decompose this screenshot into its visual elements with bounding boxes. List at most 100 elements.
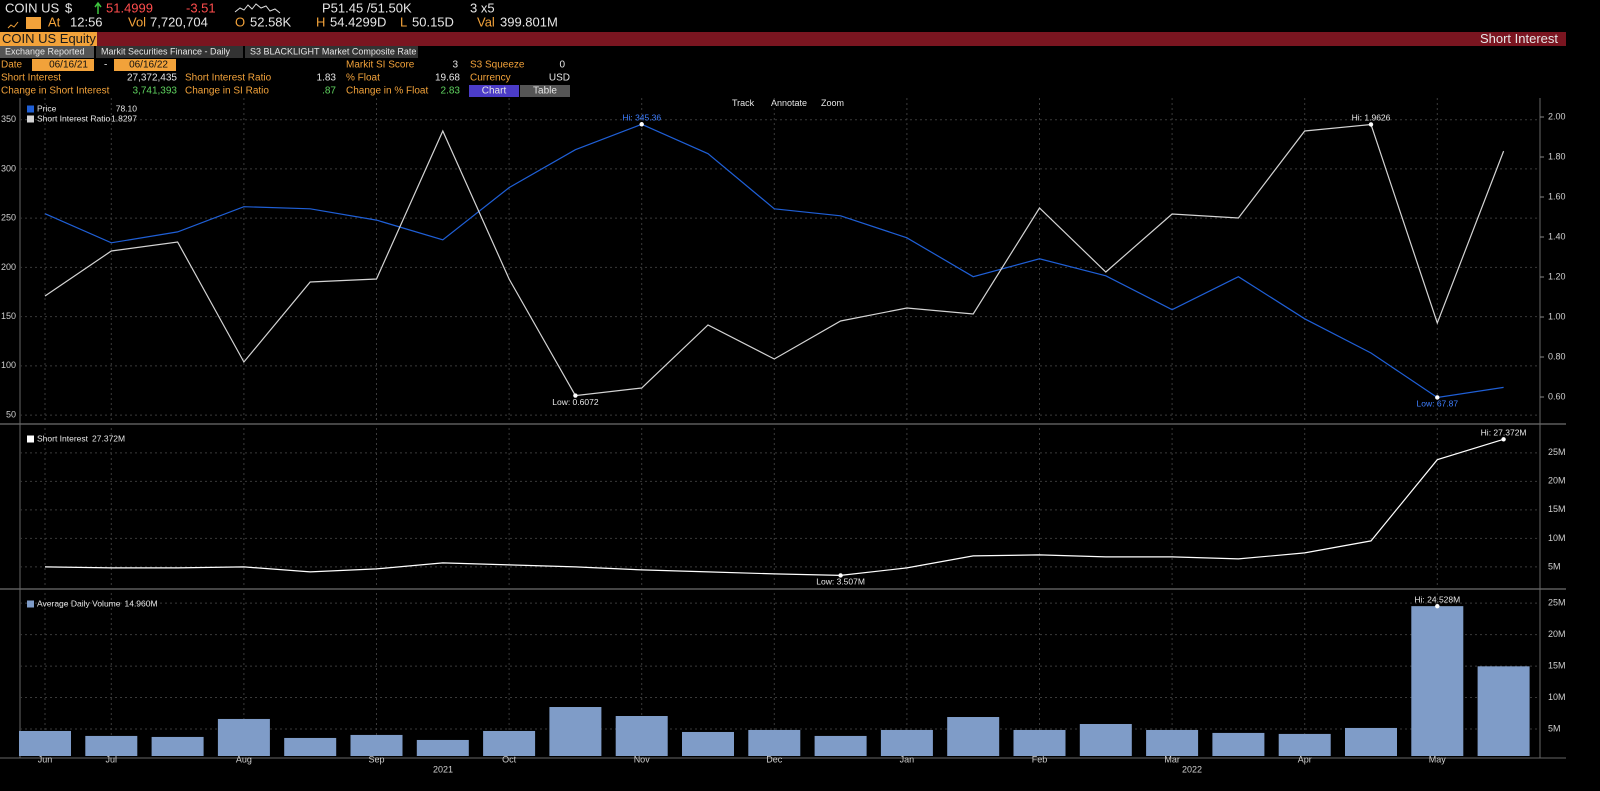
bar — [947, 717, 1000, 756]
y-tick-label: 20M — [1548, 629, 1566, 639]
zoom-tool[interactable]: Zoom — [821, 98, 844, 108]
y-tick-label: 10M — [1548, 533, 1566, 543]
extreme-label: Low: 0.6072 — [552, 397, 599, 407]
bar — [1013, 729, 1066, 756]
tab-label: Markit Securities Finance - Daily — [101, 46, 231, 56]
stats: Markit SI Score 3 S3 Squeeze 0 Short Interes… — [1, 60, 570, 97]
bar — [151, 736, 204, 756]
extreme-label: Low: 3.507M — [816, 577, 865, 587]
x-tick-label: May — [1429, 754, 1447, 764]
track-tool[interactable]: Track — [732, 98, 755, 108]
tabs: Exchange Reported Markit Securities Finan… — [0, 46, 418, 58]
security-box[interactable] — [0, 32, 97, 46]
news-icon[interactable] — [26, 17, 41, 29]
last-price: 51.4999 — [106, 0, 153, 15]
mini-chart-icon — [7, 21, 19, 29]
quote-row: At 12:56 Vol 7,720,704 O 52.58K H 54.4299D L 50.1… — [48, 14, 558, 29]
x-tick-label: Apr — [1298, 754, 1312, 764]
stat-label: Currency — [470, 73, 511, 84]
tab[interactable] — [96, 46, 243, 58]
currency: $ — [65, 0, 73, 15]
stat-label: Markit SI Score — [346, 60, 415, 71]
y2-tick-label: 0.80 — [1548, 351, 1566, 361]
end-date-box[interactable] — [114, 59, 176, 71]
year-label: 2022 — [1182, 764, 1202, 774]
extreme-marker — [1368, 122, 1374, 127]
stat-label: Short Interest Ratio — [185, 73, 272, 84]
legend-swatch — [27, 435, 34, 443]
chart-button[interactable] — [469, 85, 519, 97]
security: COIN US Equity — [2, 31, 96, 46]
tab-label: S3 BLACKLIGHT Market Composite Rate — [250, 46, 416, 56]
bar — [1345, 727, 1397, 756]
quote-label: At — [48, 14, 61, 29]
legend-value: 1.8297 — [111, 113, 137, 123]
table-button-label: Table — [533, 86, 557, 97]
legend-swatch — [27, 105, 34, 113]
bid-ask: P51.45 /51.50K — [322, 0, 412, 15]
bar — [416, 739, 469, 756]
bar — [217, 718, 270, 756]
y-tick-label: 15M — [1548, 660, 1566, 670]
y-tick-label: 300 — [1, 163, 16, 173]
y2-tick-label: 2.00 — [1548, 111, 1566, 121]
sparkline — [234, 3, 281, 14]
quote-value: 7,720,704 — [150, 14, 208, 29]
tab-label: Exchange Reported — [5, 46, 85, 56]
y-tick-label: 350 — [1, 114, 16, 124]
bar — [19, 730, 71, 756]
date-label: Date — [1, 60, 23, 71]
annotate-tool[interactable]: Annotate — [771, 98, 807, 108]
x-tick-label: Jul — [106, 754, 118, 764]
legend-swatch — [27, 600, 34, 608]
stat-value: .87 — [322, 86, 336, 97]
bar — [85, 735, 138, 756]
tab[interactable] — [0, 46, 94, 58]
series-line — [44, 123, 1504, 399]
y2-tick-label: 0.60 — [1548, 391, 1566, 401]
x-tick-label: Oct — [502, 754, 517, 764]
charts: 50 100 150 200 250 300 350 0.60 0.80 1.00 1.20 1.40… — [1, 98, 1566, 764]
bar — [1477, 666, 1530, 756]
extreme-label: Hi: 27.372M — [1481, 428, 1527, 438]
legend-value: 14.960M — [124, 598, 157, 608]
quote-value: 12:56 — [70, 14, 103, 29]
size: 3 x5 — [470, 0, 495, 15]
bar — [1278, 733, 1331, 756]
y-tick-label: 20M — [1548, 476, 1566, 486]
quote-label: L — [400, 14, 407, 29]
y-tick-label: 5M — [1548, 561, 1561, 571]
table-button[interactable] — [520, 85, 570, 97]
y-tick-label: 15M — [1548, 504, 1566, 514]
date-separator: - — [104, 60, 107, 71]
stat-value: USD — [549, 73, 570, 84]
quote-label: Val — [477, 14, 495, 29]
y2-tick-label: 1.00 — [1548, 311, 1566, 321]
quote-value: 399.801M — [500, 14, 558, 29]
legend-label: Short Interest — [37, 433, 89, 443]
extreme-marker — [639, 122, 644, 127]
tab[interactable] — [245, 46, 418, 58]
legend-label: Short Interest Ratio — [37, 113, 111, 123]
bar — [682, 731, 734, 756]
legend-value: 27.372M — [92, 433, 125, 443]
legend-label: Price — [37, 103, 57, 113]
legend-value: 78.10 — [116, 103, 138, 113]
x-tick-label: Sep — [368, 754, 384, 764]
stat-value: 19.68 — [435, 73, 460, 84]
end-date: 06/16/22 — [129, 60, 168, 71]
extreme-marker — [838, 573, 843, 578]
y-tick-label: 150 — [1, 311, 16, 321]
bar — [814, 735, 867, 756]
legend-label: Average Daily Volume — [37, 598, 121, 608]
stat-value: 27,372,435 — [127, 73, 177, 84]
y-tick-label: 25M — [1548, 598, 1566, 608]
quote-label: Vol — [128, 14, 146, 29]
y-tick-label: 200 — [1, 262, 16, 272]
stat-value: 0 — [559, 60, 565, 71]
start-date-box[interactable] — [32, 59, 94, 71]
quote-value: 54.4299D — [330, 14, 386, 29]
ticker: COIN US — [5, 0, 60, 15]
stat-value: 3 — [452, 60, 458, 71]
